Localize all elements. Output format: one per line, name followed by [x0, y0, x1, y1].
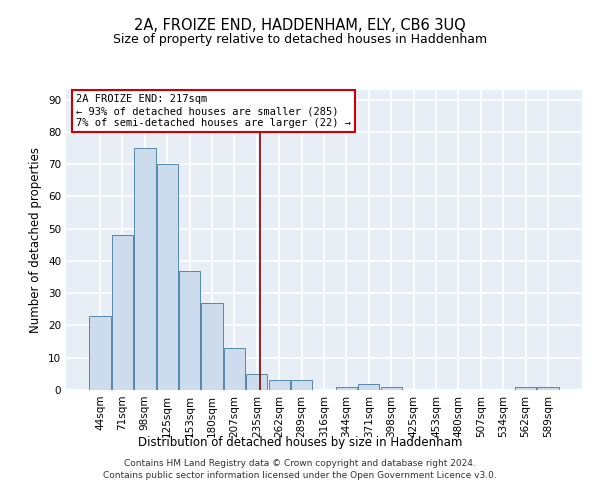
Bar: [224, 348, 245, 390]
Text: Distribution of detached houses by size in Haddenham: Distribution of detached houses by size …: [138, 436, 462, 449]
Bar: [179, 270, 200, 390]
Bar: [291, 380, 312, 390]
Bar: [515, 387, 536, 390]
Bar: [157, 164, 178, 390]
Text: Contains HM Land Registry data © Crown copyright and database right 2024.
Contai: Contains HM Land Registry data © Crown c…: [103, 458, 497, 480]
Bar: [89, 316, 111, 390]
Bar: [112, 235, 133, 390]
Bar: [380, 387, 402, 390]
Bar: [537, 387, 559, 390]
Text: 2A FROIZE END: 217sqm
← 93% of detached houses are smaller (285)
7% of semi-deta: 2A FROIZE END: 217sqm ← 93% of detached …: [76, 94, 352, 128]
Bar: [336, 387, 357, 390]
Bar: [246, 374, 268, 390]
Bar: [269, 380, 290, 390]
Text: Size of property relative to detached houses in Haddenham: Size of property relative to detached ho…: [113, 32, 487, 46]
Y-axis label: Number of detached properties: Number of detached properties: [29, 147, 43, 333]
Bar: [134, 148, 155, 390]
Text: 2A, FROIZE END, HADDENHAM, ELY, CB6 3UQ: 2A, FROIZE END, HADDENHAM, ELY, CB6 3UQ: [134, 18, 466, 32]
Bar: [358, 384, 379, 390]
Bar: [202, 303, 223, 390]
